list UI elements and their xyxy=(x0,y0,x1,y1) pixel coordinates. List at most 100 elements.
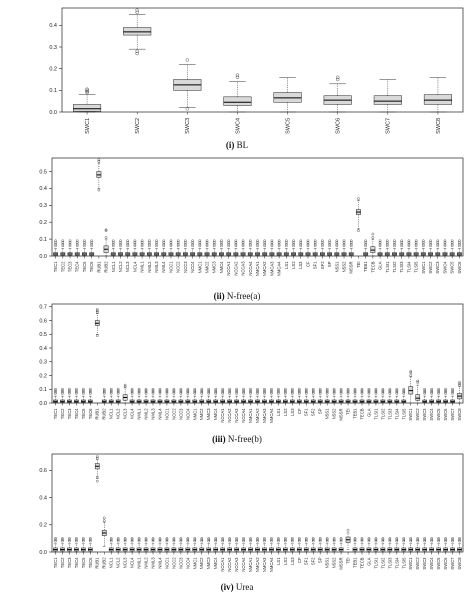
outlier-point xyxy=(371,236,375,239)
outlier-point xyxy=(318,538,322,542)
outlier-point xyxy=(109,538,113,542)
outlier-point xyxy=(299,239,303,243)
box-cf xyxy=(305,239,311,257)
box-nmca4 xyxy=(269,537,274,553)
x-tick-label: SWC1 xyxy=(408,408,413,421)
box-sf2 xyxy=(319,239,325,257)
outlier-point xyxy=(450,242,454,246)
box-mssr xyxy=(338,387,344,404)
box-ncl1 xyxy=(108,537,114,553)
outlier-point xyxy=(291,389,294,392)
outlier-point xyxy=(429,244,432,248)
box-ncl1 xyxy=(108,387,114,404)
box-sp xyxy=(317,387,323,404)
outlier-point xyxy=(119,244,122,248)
outlier-point xyxy=(198,241,202,244)
x-tick-label: SWC1 xyxy=(408,557,413,570)
x-tick-label: NMCA3 xyxy=(262,557,267,572)
x-tick-label: NMC4 xyxy=(213,557,218,570)
outlier-point xyxy=(85,89,89,94)
x-tick-label: RUB1 xyxy=(95,408,100,420)
outlier-point xyxy=(241,241,245,244)
x-tick-label: SP xyxy=(327,261,332,267)
outlier-point xyxy=(89,392,92,395)
outlier-point xyxy=(367,389,371,392)
box-ls3 xyxy=(289,537,295,553)
box-swc1 xyxy=(420,239,426,257)
outlier-point xyxy=(172,392,176,395)
outlier-point xyxy=(165,392,169,395)
outlier-point xyxy=(437,390,440,394)
outlier-point xyxy=(220,239,223,243)
outlier-point xyxy=(409,374,413,377)
outlier-point xyxy=(235,539,238,543)
outlier-point xyxy=(395,538,399,542)
outlier-point xyxy=(325,387,329,391)
outlier-point xyxy=(176,242,180,246)
outlier-point xyxy=(102,516,106,520)
outlier-point xyxy=(360,537,364,540)
outlier-point xyxy=(234,241,238,244)
outlier-point xyxy=(144,390,148,394)
outlier-point xyxy=(176,239,180,243)
outlier-point xyxy=(318,539,322,543)
outlier-point xyxy=(165,387,169,391)
outlier-point xyxy=(277,539,280,543)
x-tick-label: NCC2 xyxy=(176,261,181,273)
x-tick-label: NMC2 xyxy=(199,557,204,570)
outlier-point xyxy=(133,242,137,246)
box-ncl2 xyxy=(115,387,121,404)
outlier-point xyxy=(214,387,218,391)
x-tick-label: NML3 xyxy=(150,408,155,420)
x-tick-label: NML1 xyxy=(137,408,142,420)
box-tlsi4 xyxy=(406,239,412,257)
box-nmca3 xyxy=(262,537,267,553)
outlier-point xyxy=(270,392,273,395)
outlier-point xyxy=(151,538,155,542)
box-nmca1 xyxy=(255,239,260,257)
outlier-point xyxy=(436,244,440,248)
outlier-point xyxy=(82,387,85,391)
outlier-point xyxy=(140,241,144,244)
outlier-point xyxy=(54,390,57,394)
outlier-point xyxy=(407,242,411,246)
x-tick-label: TLSI5 xyxy=(401,408,406,420)
box-cf xyxy=(296,537,302,553)
outlier-point xyxy=(75,537,78,540)
outlier-point xyxy=(430,539,433,543)
outlier-point xyxy=(200,387,204,391)
outlier-point xyxy=(263,241,267,244)
outlier-point xyxy=(458,537,461,540)
outlier-point xyxy=(284,539,287,543)
outlier-point xyxy=(144,387,148,391)
x-tick-label: NMCA4 xyxy=(269,408,274,423)
outlier-point xyxy=(400,244,404,248)
outlier-point xyxy=(436,242,440,246)
box-tec6 xyxy=(89,239,95,257)
box-tlsi4 xyxy=(394,387,400,404)
outlier-point xyxy=(235,537,238,540)
box-sf2 xyxy=(310,387,316,404)
outlier-point xyxy=(200,392,204,395)
outlier-point xyxy=(423,538,426,542)
outlier-point xyxy=(155,241,158,244)
outlier-point xyxy=(184,239,187,243)
outlier-point xyxy=(68,389,71,392)
x-tick-label: NML1 xyxy=(137,557,142,569)
x-tick-label: NSS2 xyxy=(332,408,337,420)
outlier-point xyxy=(162,242,166,246)
outlier-point xyxy=(151,392,155,395)
outlier-point xyxy=(242,389,245,392)
outlier-point xyxy=(270,241,274,244)
outlier-point xyxy=(95,456,99,460)
outlier-point xyxy=(402,539,406,543)
outlier-point xyxy=(339,537,343,540)
box-swc4 xyxy=(223,73,252,113)
x-tick-label: SWC2 xyxy=(428,261,433,274)
outlier-point xyxy=(423,537,426,540)
outlier-point xyxy=(214,539,218,543)
box-swc6 xyxy=(456,239,462,257)
x-tick-label: TEC1 xyxy=(53,261,58,272)
x-tick-label: NMCA2 xyxy=(262,261,267,276)
outlier-point xyxy=(400,242,404,246)
